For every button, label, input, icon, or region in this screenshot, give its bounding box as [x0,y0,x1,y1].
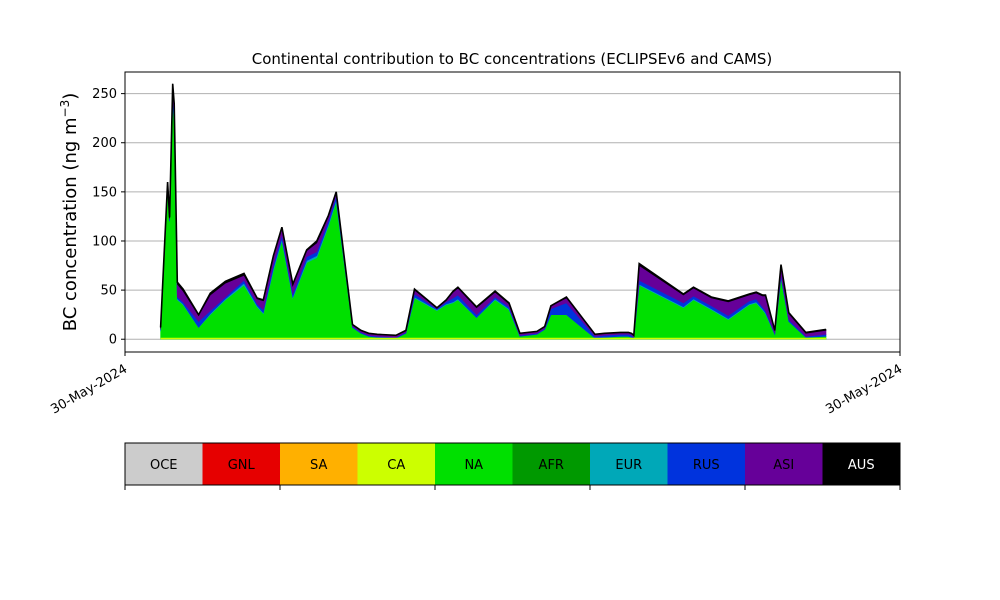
legend-swatch-afr [512,443,590,485]
stacked-area-series [159,83,827,340]
y-tick-label-250: 250 [92,87,117,102]
y-tick-label-50: 50 [100,284,117,299]
legend-swatch-rus [667,443,745,485]
legend-swatch-ca [357,443,435,485]
legend-label-sa: SA [310,458,327,473]
legend-label-na: NA [464,458,483,473]
y-tick-label-100: 100 [92,234,117,249]
legend-label-eur: EUR [615,458,642,473]
legend-frame [124,442,901,486]
y-tick-label-200: 200 [92,136,117,151]
legend-colorbar: OCE GNL SA CA NA AFR EUR RUS ASI AUS [124,442,901,490]
legend-label-afr: AFR [539,458,564,473]
legend-label-ca: CA [387,458,405,473]
y-tick-label-0: 0 [109,333,117,348]
y-axis-label-close: ) [60,93,81,100]
legend-swatch-oce [125,443,203,485]
area-series-ca-baseline [160,337,827,340]
plot-frame [124,71,901,353]
legend-label-gnl: GNL [228,458,256,473]
legend-swatch-gnl [202,443,280,485]
legend-swatch-eur [590,443,668,485]
y-tick-label-150: 150 [92,185,117,200]
chart-title: Continental contribution to BC concentra… [252,50,773,68]
total-outline [159,83,827,337]
y-axis-label-superscript: −3 [58,100,72,118]
legend-swatch-aus [822,443,900,485]
legend-swatch-na [435,443,513,485]
legend-label-aus: AUS [848,458,875,473]
x-tick-label-1: 30-May-2024 [823,362,905,418]
legend-swatch-asi [745,443,823,485]
legend-label-asi: ASI [773,458,794,473]
legend-swatch-sa [280,443,358,485]
y-axis-label-main: BC concentration (ng m [60,117,81,331]
legend-label-oce: OCE [150,458,178,473]
y-axis-label: BC concentration (ng m−3) [58,93,81,332]
legend-label-rus: RUS [693,458,720,473]
x-tick-label-0: 30-May-2024 [48,362,130,418]
